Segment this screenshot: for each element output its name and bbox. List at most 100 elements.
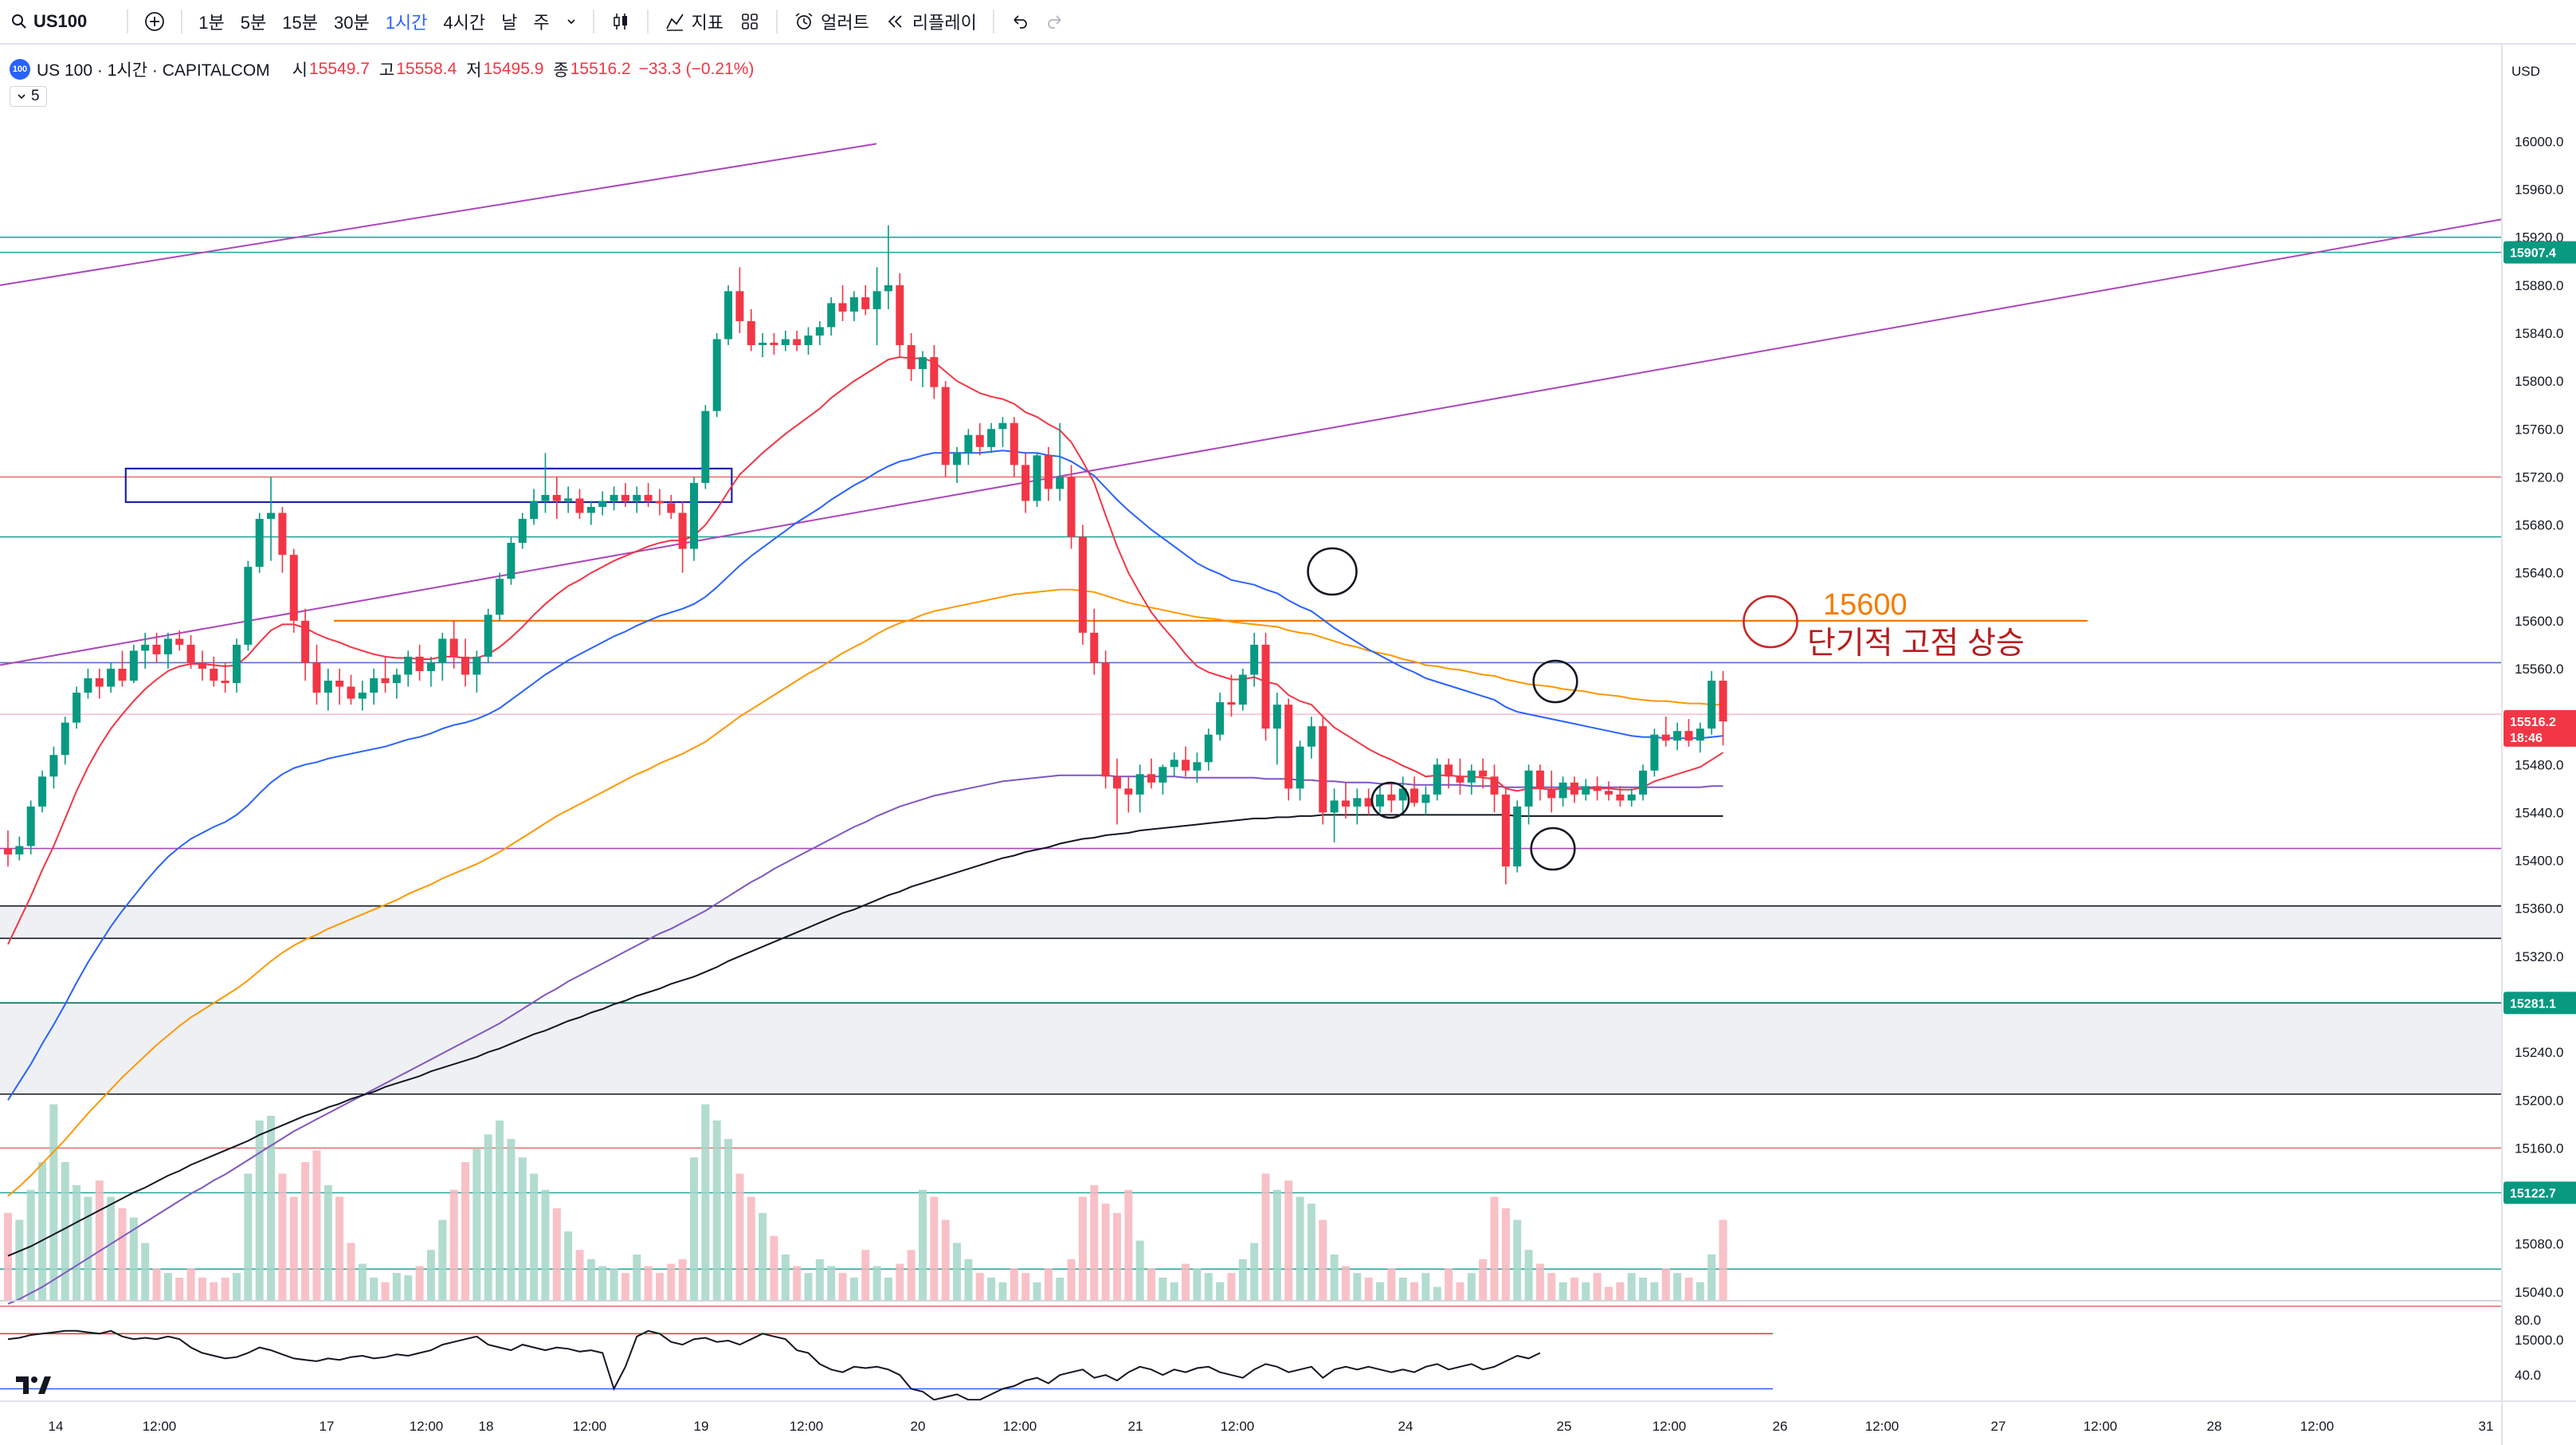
indicators-icon — [665, 14, 684, 31]
interval-week[interactable]: 주 — [533, 13, 550, 33]
chevron-down-icon — [567, 19, 575, 25]
volume-bar — [804, 1273, 813, 1301]
undo-button[interactable] — [1002, 0, 1037, 44]
secondary-high-circle — [1532, 659, 1578, 704]
legend-title[interactable]: US 100 · 1시간 · CAPITALCOM — [37, 61, 270, 80]
time-tick-label: 20 — [911, 1419, 926, 1434]
volume-bar — [1582, 1282, 1590, 1301]
candle-body — [838, 303, 847, 312]
candle-body — [1261, 644, 1270, 729]
volume-bar — [1445, 1268, 1453, 1301]
time-tick-label: 19 — [694, 1419, 709, 1434]
candle-body — [404, 656, 413, 675]
candle-body — [610, 494, 618, 501]
candle-body — [1627, 794, 1636, 801]
time-tick-label: 12:00 — [1221, 1419, 1255, 1434]
redo-button[interactable] — [1037, 0, 1072, 44]
volume-bar — [49, 1104, 58, 1301]
symbol-logo: 100 — [10, 59, 30, 80]
candle-body — [1513, 806, 1522, 867]
candle-body — [335, 681, 344, 687]
candle-body — [770, 343, 778, 346]
candles — [4, 225, 1727, 885]
redo-icon — [1048, 15, 1061, 29]
candle-body — [1010, 422, 1018, 465]
volume-bar — [323, 1185, 332, 1301]
interval-15m[interactable]: 15분 — [282, 13, 318, 33]
volume-bar — [1193, 1268, 1202, 1301]
price-tick-label: 15480.0 — [2515, 757, 2563, 772]
interval-1m[interactable]: 1분 — [198, 13, 225, 33]
candle-body — [598, 501, 607, 507]
volume-bar — [1456, 1282, 1464, 1301]
candle-body — [1605, 791, 1613, 795]
candle-body — [964, 434, 973, 454]
volume-bar — [735, 1173, 744, 1301]
volume-bar — [61, 1162, 69, 1301]
volume-bar — [1479, 1258, 1488, 1301]
volume-bar — [1467, 1273, 1476, 1301]
interval-30m[interactable]: 30분 — [333, 13, 370, 33]
alert-button[interactable]: 얼러트 — [786, 0, 877, 44]
legend-main-row: 100 US 100 · 1시간 · CAPITALCOM 시 15549.7 고… — [10, 56, 754, 83]
replay-button[interactable]: 리플레이 — [877, 0, 985, 44]
volume-bar — [198, 1278, 206, 1301]
volume-bar — [964, 1258, 973, 1301]
volume-bar — [644, 1266, 653, 1301]
candle-body — [1124, 788, 1133, 795]
interval-5m[interactable]: 5분 — [240, 13, 267, 33]
volume-bar — [781, 1255, 790, 1301]
symbol-search[interactable]: US100 — [0, 0, 95, 44]
time-tick-label: 31 — [2479, 1419, 2494, 1434]
candle-body — [1272, 705, 1281, 729]
volume-bar — [690, 1157, 698, 1301]
candle-body — [1284, 705, 1293, 789]
alarm-clock-icon — [795, 13, 813, 29]
volume-bar — [1387, 1268, 1396, 1301]
interval-1h[interactable]: 1시간 — [385, 13, 428, 33]
candle-body — [1238, 674, 1247, 705]
indicators-collapse-badge[interactable]: 5 — [10, 86, 47, 107]
volume-bar — [872, 1266, 881, 1301]
compare-button[interactable] — [136, 0, 173, 44]
candle-body — [633, 494, 641, 501]
price-badge-value: 15907.4 — [2510, 247, 2556, 261]
chart-type-button[interactable] — [602, 0, 639, 44]
volume-bar — [1296, 1196, 1304, 1301]
candle-body — [301, 620, 310, 663]
volume-bar — [507, 1139, 516, 1301]
volume-bar — [1090, 1185, 1099, 1301]
volume-bar — [861, 1250, 870, 1301]
candle-body — [1661, 734, 1670, 741]
volume-bar — [1044, 1268, 1053, 1301]
time-tick-label: 25 — [1557, 1419, 1572, 1434]
chevron-down-icon — [18, 94, 25, 100]
candle-body — [815, 327, 824, 336]
candle-body — [175, 638, 184, 645]
candle-body — [1501, 794, 1510, 867]
volume-bar — [1719, 1219, 1727, 1301]
swing-high-circle — [1307, 547, 1358, 596]
candle-body — [1387, 794, 1396, 801]
volume-bar — [838, 1273, 847, 1301]
indicators-button[interactable]: 지표 — [657, 0, 731, 44]
volume-bar — [621, 1273, 629, 1301]
candle-body — [1410, 788, 1419, 803]
candle-body — [747, 320, 755, 346]
candle-body — [118, 668, 127, 681]
interval-day[interactable]: 날 — [501, 13, 518, 33]
indicator-count: 5 — [31, 88, 40, 104]
candle-body — [1524, 770, 1533, 807]
interval-4h[interactable]: 4시간 — [443, 13, 486, 33]
time-tick-label: 21 — [1128, 1419, 1143, 1434]
price-tick-label: 15560.0 — [2515, 662, 2563, 677]
interval-dropdown[interactable] — [558, 0, 585, 44]
volume-bar — [267, 1116, 276, 1301]
templates-button[interactable] — [731, 0, 768, 44]
price-tick-label: 15800.0 — [2515, 374, 2563, 389]
candle-body — [392, 674, 401, 684]
volume-bar — [1078, 1196, 1087, 1301]
toolbar-divider — [592, 10, 594, 33]
volume-bar — [1593, 1273, 1602, 1301]
